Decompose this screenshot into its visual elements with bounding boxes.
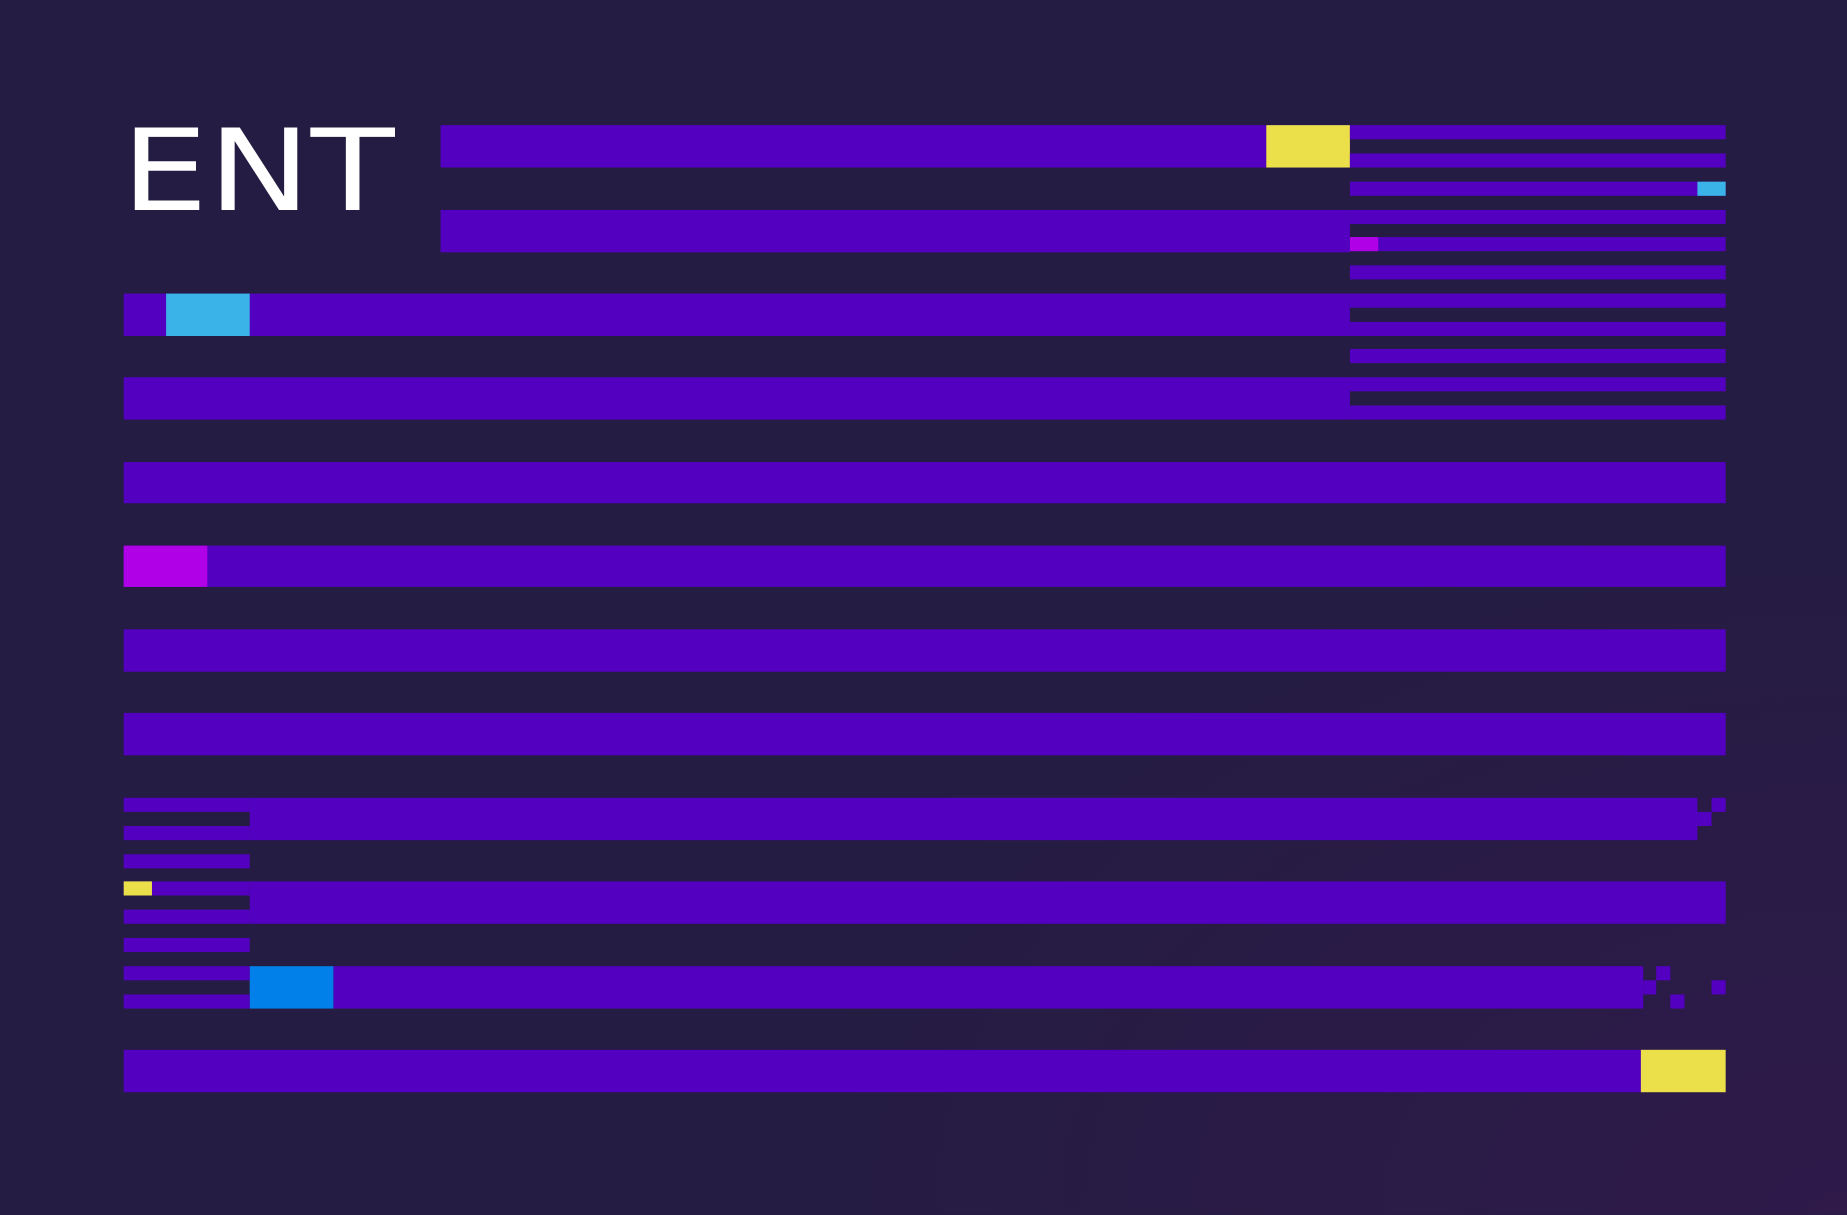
stripe [123, 826, 250, 841]
pixel [1697, 811, 1712, 827]
stripe [1349, 321, 1726, 336]
stripe [1349, 377, 1726, 392]
accent [123, 545, 208, 587]
accent [1266, 125, 1350, 168]
pixel [1670, 994, 1685, 1009]
bar [123, 293, 1350, 336]
stripe [123, 854, 250, 869]
stripe [1349, 405, 1726, 420]
stripe [123, 937, 250, 953]
bar [440, 209, 1350, 253]
stripe [123, 797, 250, 812]
bar [123, 712, 1726, 756]
accent [1640, 1049, 1726, 1093]
accent [123, 881, 152, 896]
stripe [1349, 209, 1726, 225]
pixel [1711, 797, 1726, 812]
bars [123, 125, 1726, 1093]
stripe [1349, 237, 1726, 252]
stripe [1349, 181, 1726, 196]
bar [440, 125, 1350, 168]
stripe [1349, 153, 1726, 168]
pixel [1656, 966, 1671, 981]
bar [249, 797, 1698, 841]
bar [333, 966, 1644, 1009]
bar [249, 881, 1726, 924]
bar [123, 629, 1726, 672]
bar [123, 1049, 1641, 1093]
bar [123, 462, 1726, 504]
accent [1697, 181, 1726, 196]
accent [1349, 237, 1379, 252]
stripe [1349, 348, 1726, 364]
stripe [1349, 265, 1726, 280]
bar [123, 545, 1726, 587]
stripe [1349, 293, 1726, 308]
stripe [123, 994, 250, 1009]
stripe [123, 966, 250, 981]
stripes [1349, 125, 1726, 420]
accent [166, 293, 250, 336]
logo: ENT [121, 105, 395, 237]
pixel [1711, 980, 1726, 995]
stripe [1349, 125, 1726, 140]
stripe [123, 881, 250, 896]
stripe [123, 909, 250, 924]
bar [123, 377, 1350, 420]
accent [249, 966, 334, 1009]
pixel [1643, 980, 1657, 995]
